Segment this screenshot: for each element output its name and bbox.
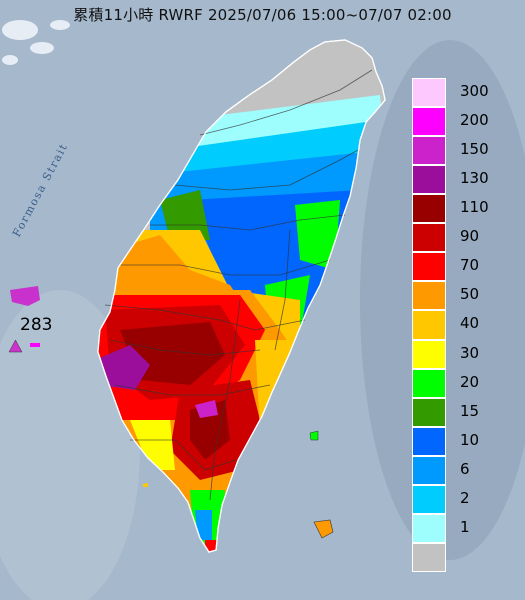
legend-label: 2 [460, 488, 470, 507]
legend-swatch [412, 78, 446, 108]
legend-label: 200 [460, 111, 489, 130]
legend-row: 15 [412, 397, 522, 427]
legend-row [412, 542, 522, 572]
legend-label: 1 [460, 517, 470, 536]
cloud-patches [2, 20, 70, 65]
legend-row: 1 [412, 513, 522, 543]
legend-row: 70 [412, 252, 522, 282]
legend-swatch [412, 397, 446, 427]
legend-row: 40 [412, 310, 522, 340]
legend-label: 10 [460, 430, 480, 449]
legend-row: 2 [412, 484, 522, 514]
islet [30, 343, 40, 347]
legend-label: 6 [460, 459, 470, 478]
islet-green-island [309, 430, 319, 441]
legend-label: 50 [460, 285, 480, 304]
legend-row: 200 [412, 107, 522, 137]
map-title: 累積11小時 RWRF 2025/07/06 15:00~07/07 02:00 [73, 6, 452, 24]
legend-swatch [412, 542, 446, 572]
legend-swatch [412, 455, 446, 485]
legend-row: 30 [412, 339, 522, 369]
legend-row: 90 [412, 223, 522, 253]
legend-row: 130 [412, 165, 522, 195]
legend-swatch [412, 426, 446, 456]
legend-swatch [412, 223, 446, 253]
legend-swatch [412, 252, 446, 282]
legend-swatch [412, 136, 446, 166]
legend-swatch [412, 368, 446, 398]
legend-swatch [412, 484, 446, 514]
legend-label: 110 [460, 198, 489, 217]
legend-label: 40 [460, 314, 480, 333]
legend-row: 10 [412, 426, 522, 456]
legend-label: 300 [460, 82, 489, 100]
legend-row: 110 [412, 194, 522, 224]
islet-kinmen-area [10, 286, 40, 306]
legend-label: 30 [460, 343, 480, 362]
legend-label: 130 [460, 169, 489, 188]
legend-swatch [412, 194, 446, 224]
legend-swatch [412, 513, 446, 543]
legend-swatch [412, 281, 446, 311]
legend-label: 20 [460, 372, 480, 391]
max-marker-triangle [8, 339, 23, 353]
legend-row: 20 [412, 368, 522, 398]
legend-swatch [412, 107, 446, 137]
legend-swatch [412, 339, 446, 369]
legend-row: 6 [412, 455, 522, 485]
islet-liuqiu [143, 483, 148, 487]
islet-orchid-island [313, 519, 334, 539]
legend: 300 200 150 130 110 90 70 50 40 30 20 15 10 6 2 1 [412, 78, 522, 572]
max-value-label: 283 [20, 315, 53, 335]
legend-label: 90 [460, 227, 480, 246]
legend-swatch [412, 310, 446, 340]
legend-row: 50 [412, 281, 522, 311]
legend-swatch [412, 165, 446, 195]
county-boundaries [104, 69, 373, 501]
legend-label: 15 [460, 401, 480, 420]
legend-row: 150 [412, 136, 522, 166]
legend-row: 300 [412, 78, 522, 108]
legend-label: 150 [460, 140, 489, 159]
legend-label: 70 [460, 256, 480, 275]
